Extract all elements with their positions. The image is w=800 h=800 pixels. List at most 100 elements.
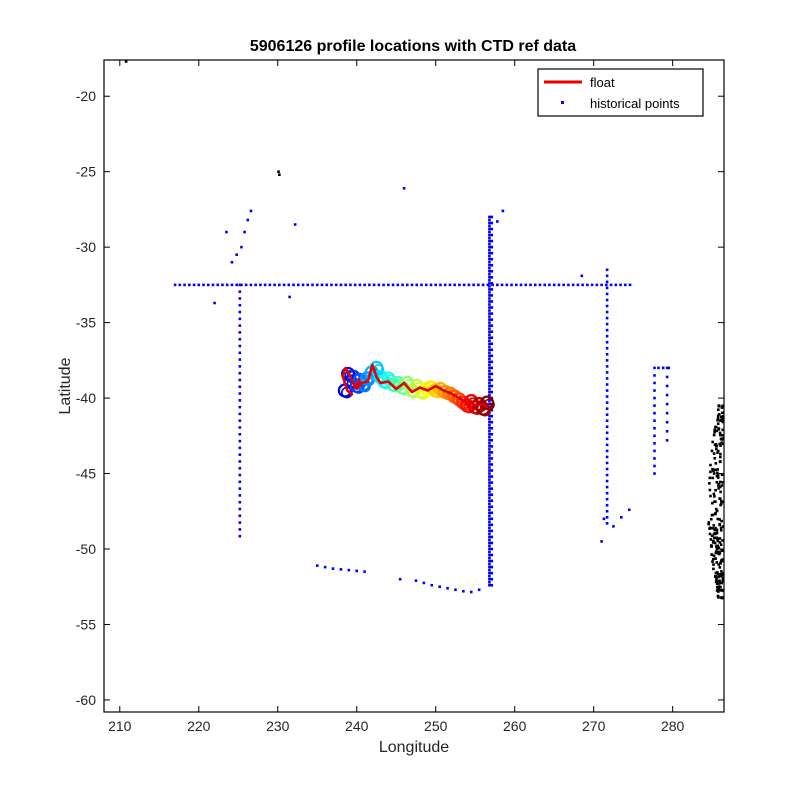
other-point — [721, 481, 724, 484]
historical-point — [481, 283, 485, 287]
historical-point — [488, 565, 491, 569]
other-point — [708, 476, 712, 480]
historical-point — [653, 374, 656, 377]
historical-point — [235, 253, 238, 256]
historical-point — [488, 276, 491, 279]
other-point — [711, 476, 714, 480]
historical-point — [653, 464, 656, 468]
historical-point — [653, 419, 656, 423]
historical-point — [490, 239, 494, 243]
x-tick-label: 210 — [108, 718, 132, 734]
historical-point — [422, 581, 426, 585]
historical-point — [605, 467, 609, 471]
other-point — [717, 482, 721, 486]
historical-point — [490, 300, 494, 303]
historical-point — [353, 283, 357, 287]
historical-point — [488, 387, 491, 391]
historical-point — [524, 283, 528, 287]
historical-point — [396, 283, 400, 287]
other-point — [720, 438, 724, 441]
other-point — [720, 570, 723, 573]
historical-point — [490, 378, 494, 382]
historical-point — [488, 260, 491, 264]
historical-point — [533, 283, 537, 287]
historical-point — [490, 439, 494, 442]
other-point — [717, 587, 720, 590]
historical-point — [334, 283, 338, 287]
historical-point — [490, 360, 494, 364]
historical-point — [488, 436, 491, 439]
other-point — [715, 571, 719, 574]
x-tick-label: 240 — [345, 718, 369, 734]
historical-point — [490, 511, 494, 515]
x-tick-label: 280 — [661, 718, 685, 734]
historical-point — [653, 396, 656, 400]
other-point — [714, 557, 717, 560]
historical-point — [665, 375, 669, 379]
historical-point — [331, 567, 335, 570]
historical-point — [238, 419, 242, 423]
historical-point — [240, 245, 243, 249]
historical-point — [605, 389, 609, 392]
other-point — [718, 518, 721, 521]
historical-point — [323, 565, 327, 569]
historical-point — [496, 220, 499, 223]
other-point — [719, 573, 723, 576]
historical-point — [202, 283, 205, 287]
historical-point — [605, 359, 609, 362]
other-point — [712, 492, 716, 496]
other-point — [720, 549, 723, 553]
historical-point — [501, 209, 505, 213]
other-point — [721, 428, 724, 432]
historical-point — [490, 276, 494, 279]
y-tick-label: -45 — [76, 466, 96, 482]
historical-point — [488, 257, 491, 261]
historical-point — [661, 366, 665, 370]
other-point — [720, 596, 724, 599]
other-point — [721, 500, 724, 504]
other-point — [721, 576, 724, 580]
historical-point — [488, 266, 491, 270]
historical-point — [320, 283, 324, 287]
other-point — [718, 413, 721, 416]
historical-point — [488, 553, 491, 557]
historical-point — [514, 283, 518, 287]
historical-point — [605, 334, 609, 338]
historical-point — [665, 411, 669, 415]
historical-point — [490, 215, 494, 219]
historical-point — [438, 585, 441, 589]
historical-point — [557, 283, 561, 287]
historical-point — [490, 227, 494, 231]
historical-point — [543, 283, 547, 287]
historical-point — [627, 508, 631, 512]
other-point — [717, 563, 721, 566]
historical-point — [605, 461, 609, 465]
other-point — [712, 567, 715, 571]
other-point — [715, 480, 719, 484]
other-point — [711, 527, 714, 530]
float-line — [341, 363, 488, 409]
historical-point — [325, 283, 329, 287]
historical-point — [488, 432, 491, 436]
historical-point — [490, 233, 494, 237]
other-point — [715, 509, 719, 513]
other-point — [710, 449, 714, 453]
other-point — [715, 544, 718, 548]
other-point — [721, 558, 724, 561]
historical-point — [488, 457, 491, 460]
historical-point — [605, 340, 609, 344]
historical-point — [339, 283, 343, 287]
historical-point — [488, 502, 491, 506]
historical-point — [249, 209, 253, 213]
historical-point — [490, 451, 494, 454]
historical-point — [538, 283, 542, 287]
historical-point — [600, 283, 603, 287]
other-point — [715, 577, 718, 581]
historical-point — [368, 283, 371, 287]
historical-point — [377, 283, 381, 287]
historical-point — [414, 579, 418, 582]
historical-point — [490, 565, 494, 569]
y-tick-label: -40 — [76, 390, 96, 406]
historical-point — [488, 227, 491, 231]
